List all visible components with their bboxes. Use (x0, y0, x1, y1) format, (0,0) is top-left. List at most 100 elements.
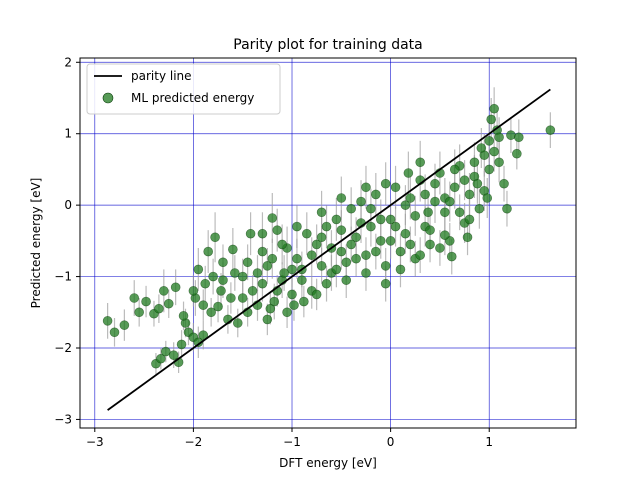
legend-parity-label: parity line (131, 69, 192, 83)
data-point (430, 178, 440, 189)
data-point (375, 214, 386, 225)
data-point (415, 250, 425, 260)
data-point (489, 103, 499, 114)
data-point (208, 271, 218, 282)
data-point (257, 278, 268, 289)
data-point (476, 143, 487, 153)
data-point (156, 353, 166, 364)
data-point (237, 293, 248, 303)
data-point (430, 196, 440, 207)
y-tick-label: −3 (54, 412, 72, 426)
data-point (446, 251, 457, 262)
data-point (494, 157, 504, 168)
data-point (321, 278, 332, 289)
data-point (341, 257, 352, 268)
data-point (170, 282, 181, 293)
data-point (380, 278, 391, 289)
data-point (102, 316, 113, 326)
data-point (380, 178, 391, 189)
y-axis-label: Predicted energy [eV] (29, 178, 43, 309)
data-point (375, 236, 386, 246)
x-tick-label: −3 (86, 435, 104, 449)
data-point (435, 243, 445, 253)
data-point (514, 132, 524, 143)
x-tick-label: −2 (185, 435, 203, 449)
data-point (292, 253, 302, 264)
data-point (425, 225, 435, 235)
data-point (262, 261, 273, 271)
data-point (400, 228, 411, 239)
data-point (129, 293, 140, 303)
data-point (316, 207, 327, 218)
data-point (385, 236, 396, 246)
data-point (423, 207, 433, 218)
data-point (287, 264, 297, 275)
chart-title: Parity plot for training data (233, 37, 422, 53)
data-point (405, 193, 416, 203)
data-point (267, 253, 278, 264)
data-point (216, 286, 226, 296)
data-point (341, 275, 352, 285)
data-point (484, 136, 495, 146)
legend-ml-swatch (102, 92, 114, 104)
data-point (449, 182, 460, 193)
x-axis-label: DFT energy [eV] (279, 456, 377, 470)
data-point (459, 175, 470, 185)
data-point (454, 207, 465, 218)
data-point (245, 228, 256, 239)
data-point (265, 303, 276, 314)
data-point (141, 296, 151, 307)
data-point (405, 239, 416, 250)
data-point (361, 268, 371, 278)
data-point (346, 239, 356, 250)
legend: parity line ML predicted energy (86, 63, 281, 115)
data-point (464, 189, 475, 200)
data-point (371, 189, 381, 200)
data-point (469, 157, 480, 168)
data-point (299, 296, 309, 307)
data-point (440, 207, 450, 218)
data-point (188, 286, 199, 296)
data-point (267, 213, 278, 223)
y-ticks: −3 −2 −1 0 1 2 (54, 55, 80, 426)
data-point (252, 268, 263, 278)
data-point (356, 196, 366, 207)
data-point (316, 232, 327, 243)
legend-ml-label: ML predicted energy (131, 91, 254, 105)
ml-points (102, 103, 556, 369)
data-point (472, 178, 483, 189)
data-point (277, 239, 287, 250)
data-point (346, 203, 356, 214)
data-point (462, 232, 473, 243)
data-point (282, 307, 292, 318)
y-tick-label: 1 (64, 127, 72, 141)
data-point (134, 307, 144, 318)
data-point (351, 232, 361, 243)
data-point (380, 261, 391, 271)
data-point (385, 214, 396, 225)
data-point (351, 253, 361, 264)
data-point (306, 250, 317, 260)
data-point (206, 307, 216, 318)
data-point (336, 193, 347, 203)
data-point (292, 221, 302, 232)
data-point (163, 298, 174, 309)
data-point (502, 203, 512, 214)
data-point (336, 225, 347, 235)
data-point (193, 337, 204, 348)
data-point (218, 275, 228, 285)
data-point (489, 146, 499, 157)
data-point (218, 257, 228, 268)
data-point (361, 250, 371, 260)
x-tick-label: 1 (485, 435, 493, 449)
data-point (420, 189, 430, 200)
data-point (366, 203, 376, 214)
data-point (331, 214, 342, 225)
x-tick-label: −1 (283, 435, 301, 449)
data-point (400, 200, 411, 210)
data-point (301, 228, 312, 239)
data-point (371, 246, 381, 257)
data-point (316, 261, 327, 271)
data-point (415, 157, 425, 168)
